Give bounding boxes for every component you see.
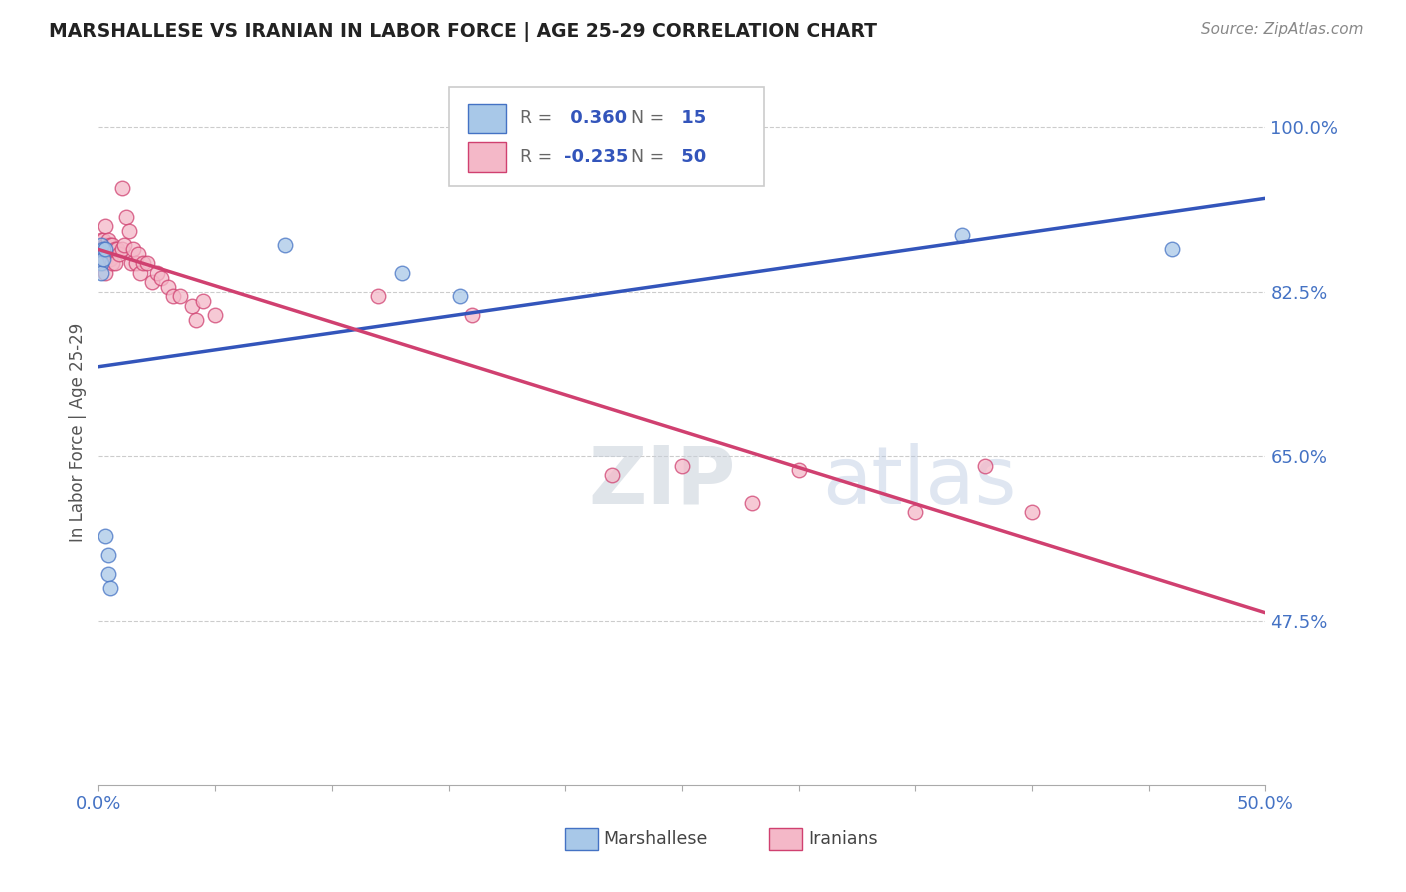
Point — [129, 266, 152, 280]
Point — [741, 496, 763, 510]
Point — [94, 243, 117, 257]
Text: N =: N = — [630, 148, 669, 166]
Point — [94, 266, 117, 280]
Point — [136, 256, 159, 270]
Point — [274, 237, 297, 252]
Point — [391, 266, 413, 280]
Point — [91, 252, 114, 266]
Point — [904, 506, 927, 520]
FancyBboxPatch shape — [565, 828, 598, 850]
Point — [105, 243, 128, 257]
Point — [787, 463, 810, 477]
Point — [112, 237, 135, 252]
Point — [97, 247, 120, 261]
Point — [90, 247, 112, 261]
Point — [974, 458, 997, 473]
FancyBboxPatch shape — [769, 828, 801, 850]
Point — [94, 252, 117, 266]
Point — [367, 289, 389, 303]
Point — [186, 313, 208, 327]
Text: 0.360: 0.360 — [564, 110, 627, 128]
Point — [180, 299, 202, 313]
FancyBboxPatch shape — [449, 87, 763, 186]
Text: MARSHALLESE VS IRANIAN IN LABOR FORCE | AGE 25-29 CORRELATION CHART: MARSHALLESE VS IRANIAN IN LABOR FORCE | … — [49, 22, 877, 42]
Text: atlas: atlas — [823, 443, 1017, 521]
Text: ZIP: ZIP — [589, 443, 735, 521]
Text: R =: R = — [520, 148, 557, 166]
Point — [104, 243, 127, 257]
Text: R =: R = — [520, 110, 557, 128]
Point — [90, 266, 112, 280]
Point — [91, 243, 114, 257]
Point — [97, 548, 120, 562]
Point — [91, 256, 114, 270]
Point — [94, 529, 117, 543]
Point — [90, 233, 112, 247]
Point — [141, 275, 163, 289]
Point — [90, 237, 112, 252]
Point — [1021, 506, 1043, 520]
Point — [97, 233, 120, 247]
Point — [461, 308, 484, 322]
Point — [950, 228, 973, 243]
Point — [146, 266, 169, 280]
Point — [101, 256, 124, 270]
Point — [94, 237, 117, 252]
Point — [122, 243, 145, 257]
Point — [111, 181, 134, 195]
Point — [169, 289, 191, 303]
Point — [1161, 243, 1184, 257]
Point — [97, 566, 120, 581]
Text: N =: N = — [630, 110, 669, 128]
Point — [162, 289, 184, 303]
Point — [132, 256, 155, 270]
Point — [98, 581, 121, 595]
Point — [108, 247, 131, 261]
Point — [671, 458, 693, 473]
Point — [91, 233, 114, 247]
Y-axis label: In Labor Force | Age 25-29: In Labor Force | Age 25-29 — [69, 323, 87, 542]
Point — [600, 467, 623, 482]
Text: Source: ZipAtlas.com: Source: ZipAtlas.com — [1201, 22, 1364, 37]
Point — [118, 224, 141, 238]
Point — [150, 270, 173, 285]
Text: -0.235: -0.235 — [564, 148, 628, 166]
Point — [111, 243, 134, 257]
Point — [449, 289, 471, 303]
Text: Marshallese: Marshallese — [603, 830, 709, 848]
Point — [120, 256, 142, 270]
FancyBboxPatch shape — [468, 103, 506, 133]
FancyBboxPatch shape — [468, 142, 506, 171]
Point — [104, 256, 127, 270]
Point — [157, 280, 180, 294]
Point — [91, 243, 114, 257]
Text: Iranians: Iranians — [808, 830, 877, 848]
Point — [127, 247, 149, 261]
Text: 15: 15 — [675, 110, 706, 128]
Point — [98, 252, 121, 266]
Point — [193, 294, 215, 309]
Text: 50: 50 — [675, 148, 706, 166]
Point — [204, 308, 226, 322]
Point — [90, 256, 112, 270]
Point — [115, 210, 138, 224]
Point — [94, 219, 117, 233]
Point — [125, 256, 148, 270]
Point — [98, 237, 121, 252]
Point — [101, 237, 124, 252]
